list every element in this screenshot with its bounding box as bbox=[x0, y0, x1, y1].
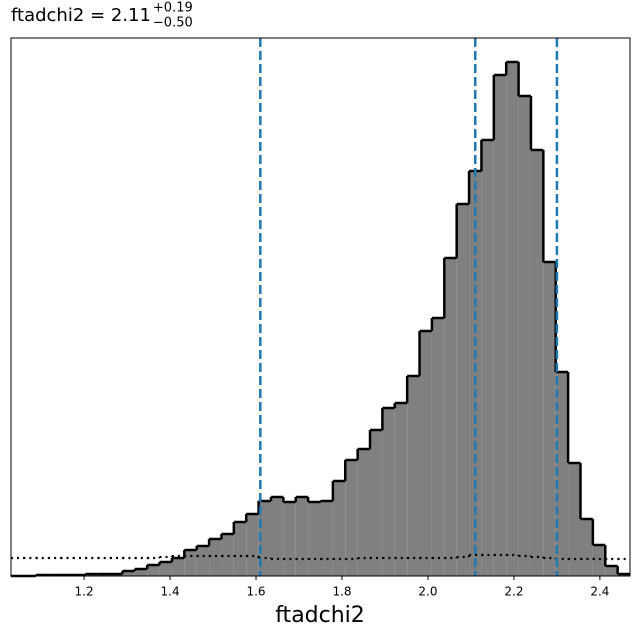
bar bbox=[580, 519, 593, 576]
x-tick-label: 1.8 bbox=[332, 585, 351, 599]
bar bbox=[444, 258, 457, 576]
bar bbox=[270, 497, 284, 576]
x-tick-label: 1.6 bbox=[246, 585, 265, 599]
bar bbox=[147, 565, 160, 576]
bar bbox=[605, 566, 618, 576]
bar bbox=[555, 372, 569, 576]
bar bbox=[159, 562, 172, 576]
bar bbox=[407, 376, 420, 576]
bar bbox=[518, 96, 531, 576]
x-axis-label: ftadchi2 bbox=[275, 603, 365, 628]
bar bbox=[320, 501, 333, 576]
x-tick-label: 1.4 bbox=[161, 585, 180, 599]
bar bbox=[196, 546, 210, 576]
bar bbox=[568, 463, 581, 576]
bar bbox=[134, 569, 148, 576]
bar bbox=[171, 558, 185, 576]
bar bbox=[419, 331, 432, 576]
bar bbox=[209, 539, 222, 576]
bar bbox=[246, 514, 259, 576]
bar bbox=[184, 550, 197, 576]
bar bbox=[295, 497, 309, 576]
bar bbox=[506, 62, 519, 576]
x-tick-label: 2.0 bbox=[418, 585, 437, 599]
bar bbox=[456, 204, 470, 576]
bar bbox=[493, 75, 507, 576]
bar bbox=[345, 460, 358, 576]
bar bbox=[233, 522, 247, 576]
bar bbox=[481, 140, 494, 576]
bar bbox=[543, 262, 556, 576]
bar bbox=[394, 403, 408, 576]
bar bbox=[382, 408, 395, 576]
x-tick-label: 1.2 bbox=[75, 585, 94, 599]
x-tick-label: 2.4 bbox=[590, 585, 609, 599]
bar bbox=[431, 318, 445, 576]
chart-title: ftadchi2 = 2.11 bbox=[11, 5, 151, 26]
bar bbox=[530, 150, 544, 576]
plot-frame bbox=[10, 37, 631, 577]
bar bbox=[357, 449, 371, 576]
x-tick-label: 2.2 bbox=[504, 585, 523, 599]
bar bbox=[592, 545, 606, 576]
bar bbox=[283, 502, 296, 576]
bar bbox=[258, 501, 271, 576]
title-upper: +0.19 bbox=[153, 1, 193, 16]
bar bbox=[370, 430, 383, 576]
bar bbox=[308, 502, 321, 576]
bar bbox=[332, 481, 346, 576]
title-lower: −0.50 bbox=[153, 16, 193, 31]
bar bbox=[122, 571, 135, 576]
bar bbox=[469, 171, 482, 576]
